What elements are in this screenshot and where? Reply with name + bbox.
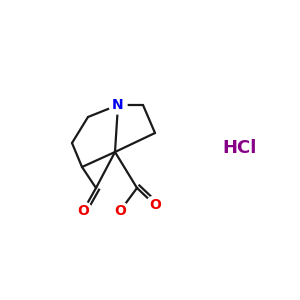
Text: O: O — [114, 204, 126, 218]
Text: N: N — [112, 98, 124, 112]
Circle shape — [109, 96, 127, 114]
Text: O: O — [149, 198, 161, 212]
Text: HCl: HCl — [223, 139, 257, 157]
Circle shape — [146, 196, 164, 214]
Circle shape — [111, 202, 129, 220]
Circle shape — [74, 202, 92, 220]
Text: O: O — [77, 204, 89, 218]
